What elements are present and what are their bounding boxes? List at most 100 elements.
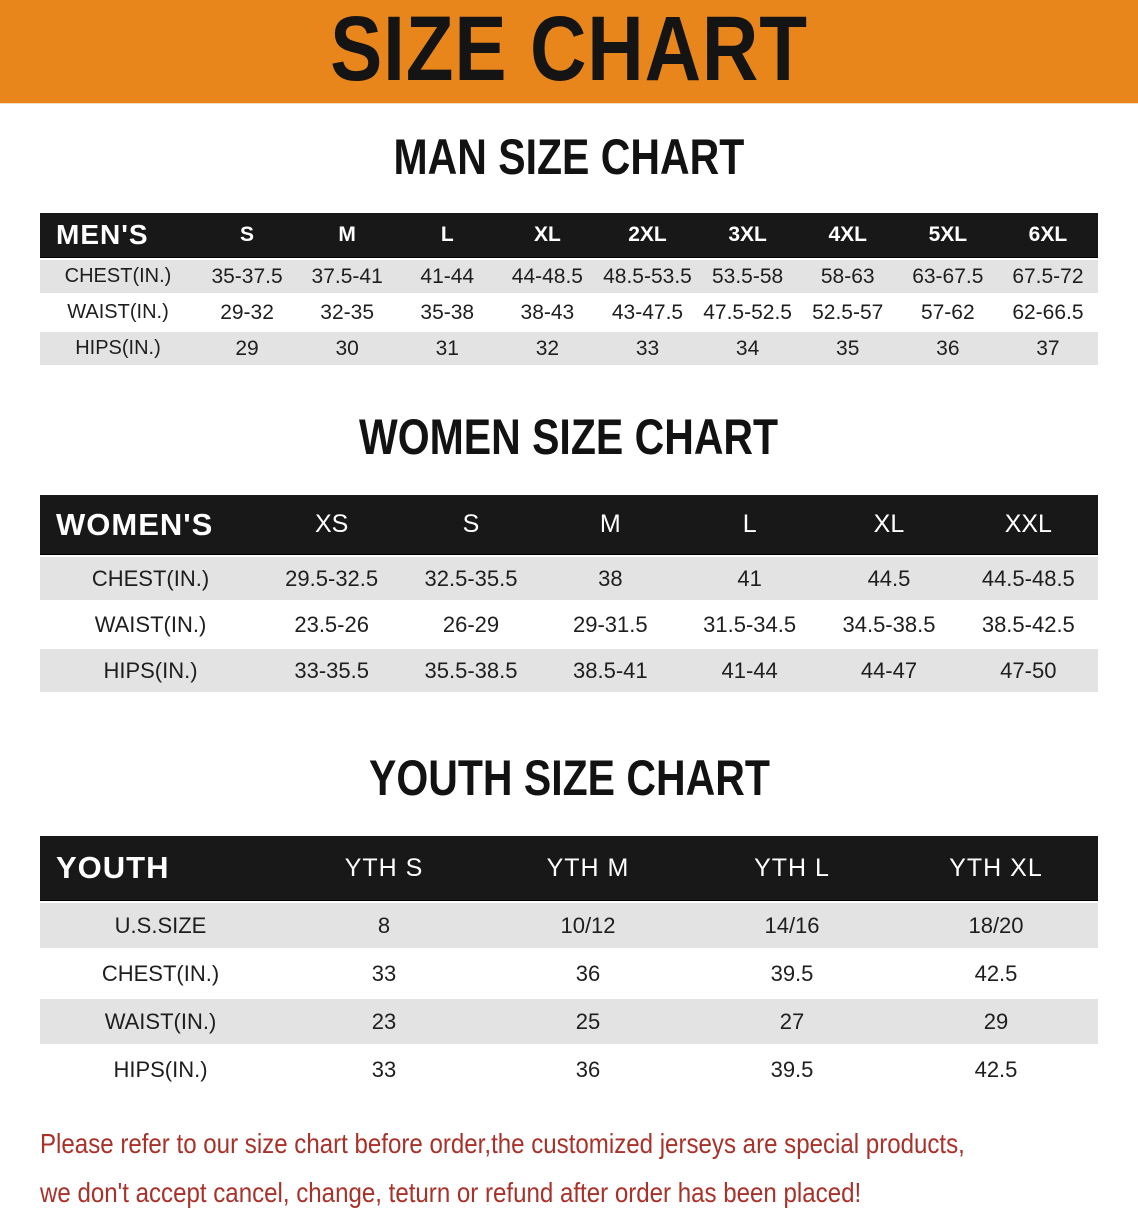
size-value-cell: 38 [540, 557, 680, 600]
table-row: WAIST(IN.) 23 25 27 29 [40, 999, 1098, 1044]
size-value-cell: 41 [679, 557, 820, 600]
size-value-cell: 44-48.5 [497, 260, 598, 293]
row-label: HIPS(IN.) [40, 332, 197, 365]
size-value-cell: 26-29 [401, 603, 541, 646]
women-heading-text: WOMEN SIZE CHART [359, 409, 779, 465]
size-value-cell: 8 [282, 903, 486, 948]
youth-section-heading: YOUTH SIZE CHART [0, 749, 1138, 807]
row-label: WAIST(IN.) [40, 296, 197, 329]
women-section-heading: WOMEN SIZE CHART [0, 408, 1138, 466]
disclaimer: Please refer to our size chart before or… [40, 1119, 1138, 1217]
size-value-cell: 41-44 [679, 649, 820, 692]
size-value-cell: 53.5-58 [697, 260, 798, 293]
row-label: CHEST(IN.) [40, 951, 282, 996]
banner-title: SIZE CHART [330, 0, 808, 100]
column-header: 4XL [797, 213, 898, 257]
table-row: HIPS(IN.) 29 30 31 32 33 34 35 36 37 [40, 332, 1098, 365]
table-header-row: WOMEN'S XS S M L XL XXL [40, 495, 1098, 554]
banner: SIZE CHART [0, 0, 1138, 104]
column-header: 3XL [697, 213, 798, 257]
size-value-cell: 48.5-53.5 [597, 260, 698, 293]
column-header: L [679, 495, 820, 554]
column-header: L [397, 213, 498, 257]
size-value-cell: 35-37.5 [197, 260, 298, 293]
size-value-cell: 62-66.5 [997, 296, 1098, 329]
table-row: CHEST(IN.) 35-37.5 37.5-41 41-44 44-48.5 48.5… [40, 260, 1098, 293]
size-value-cell: 30 [297, 332, 398, 365]
table-row: WAIST(IN.) 23.5-26 26-29 29-31.5 31.5-34.5 34… [40, 603, 1098, 646]
table-row: HIPS(IN.) 33-35.5 35.5-38.5 38.5-41 41-44 44-… [40, 649, 1098, 692]
row-label: HIPS(IN.) [40, 1047, 282, 1092]
size-value-cell: 34 [697, 332, 798, 365]
size-value-cell: 31.5-34.5 [679, 603, 820, 646]
size-value-cell: 32-35 [297, 296, 398, 329]
size-value-cell: 18/20 [894, 903, 1098, 948]
size-value-cell: 38.5-41 [540, 649, 680, 692]
table-title: MEN'S [40, 213, 197, 257]
column-header: S [197, 213, 298, 257]
size-value-cell: 23.5-26 [262, 603, 402, 646]
column-header: YTH S [282, 836, 486, 900]
size-value-cell: 39.5 [690, 1047, 894, 1092]
size-value-cell: 57-62 [897, 296, 998, 329]
column-header: XL [819, 495, 959, 554]
row-label: CHEST(IN.) [40, 260, 197, 293]
size-value-cell: 47.5-52.5 [697, 296, 798, 329]
size-value-cell: 38-43 [497, 296, 598, 329]
size-value-cell: 10/12 [486, 903, 690, 948]
column-header: 2XL [597, 213, 698, 257]
column-header: S [401, 495, 541, 554]
size-value-cell: 37 [997, 332, 1098, 365]
size-value-cell: 35-38 [397, 296, 498, 329]
column-header: YTH XL [894, 836, 1098, 900]
size-value-cell: 63-67.5 [897, 260, 998, 293]
table-row: WAIST(IN.) 29-32 32-35 35-38 38-43 43-47.5 47.… [40, 296, 1098, 329]
size-value-cell: 36 [897, 332, 998, 365]
size-value-cell: 33 [282, 1047, 486, 1092]
size-value-cell: 32 [497, 332, 598, 365]
column-header: XXL [958, 495, 1098, 554]
size-value-cell: 25 [486, 999, 690, 1044]
column-header: XS [262, 495, 402, 554]
size-value-cell: 38.5-42.5 [958, 603, 1098, 646]
size-value-cell: 29-32 [197, 296, 298, 329]
row-label: U.S.SIZE [40, 903, 282, 948]
women-size-table: WOMEN'S XS S M L XL XXL CHEST(IN.) 29.5-32.5 32.5… [40, 492, 1098, 695]
table-title: YOUTH [40, 836, 282, 900]
men-size-table: MEN'S S M L XL 2XL 3XL 4XL 5XL 6XL CHEST(IN.) 35-37… [40, 210, 1098, 368]
size-value-cell: 58-63 [797, 260, 898, 293]
size-value-cell: 52.5-57 [797, 296, 898, 329]
size-value-cell: 36 [486, 951, 690, 996]
table-row: CHEST(IN.) 29.5-32.5 32.5-35.5 38 41 44.5 44.5… [40, 557, 1098, 600]
size-value-cell: 43-47.5 [597, 296, 698, 329]
table-row: U.S.SIZE 8 10/12 14/16 18/20 [40, 903, 1098, 948]
size-value-cell: 27 [690, 999, 894, 1044]
row-label: WAIST(IN.) [40, 999, 282, 1044]
row-label: CHEST(IN.) [40, 557, 262, 600]
size-value-cell: 47-50 [958, 649, 1098, 692]
row-label: HIPS(IN.) [40, 649, 262, 692]
size-value-cell: 31 [397, 332, 498, 365]
size-value-cell: 42.5 [894, 951, 1098, 996]
table-title: WOMEN'S [40, 495, 262, 554]
size-value-cell: 33 [597, 332, 698, 365]
size-value-cell: 29.5-32.5 [262, 557, 402, 600]
row-label: WAIST(IN.) [40, 603, 262, 646]
column-header: 5XL [897, 213, 998, 257]
size-value-cell: 34.5-38.5 [819, 603, 959, 646]
youth-size-table: YOUTH YTH S YTH M YTH L YTH XL U.S.SIZE 8 10/12… [40, 833, 1098, 1095]
size-value-cell: 37.5-41 [297, 260, 398, 293]
column-header: YTH L [690, 836, 894, 900]
men-section-heading: MAN SIZE CHART [0, 128, 1138, 186]
size-value-cell: 44.5-48.5 [958, 557, 1098, 600]
size-value-cell: 44-47 [819, 649, 959, 692]
table-row: HIPS(IN.) 33 36 39.5 42.5 [40, 1047, 1098, 1092]
size-value-cell: 29-31.5 [540, 603, 680, 646]
table-row: CHEST(IN.) 33 36 39.5 42.5 [40, 951, 1098, 996]
section-women: WOMEN SIZE CHART WOMEN'S XS S M L XL XXL CHEST(… [0, 408, 1138, 695]
size-value-cell: 32.5-35.5 [401, 557, 541, 600]
men-heading-text: MAN SIZE CHART [393, 129, 745, 185]
size-value-cell: 36 [486, 1047, 690, 1092]
size-value-cell: 42.5 [894, 1047, 1098, 1092]
